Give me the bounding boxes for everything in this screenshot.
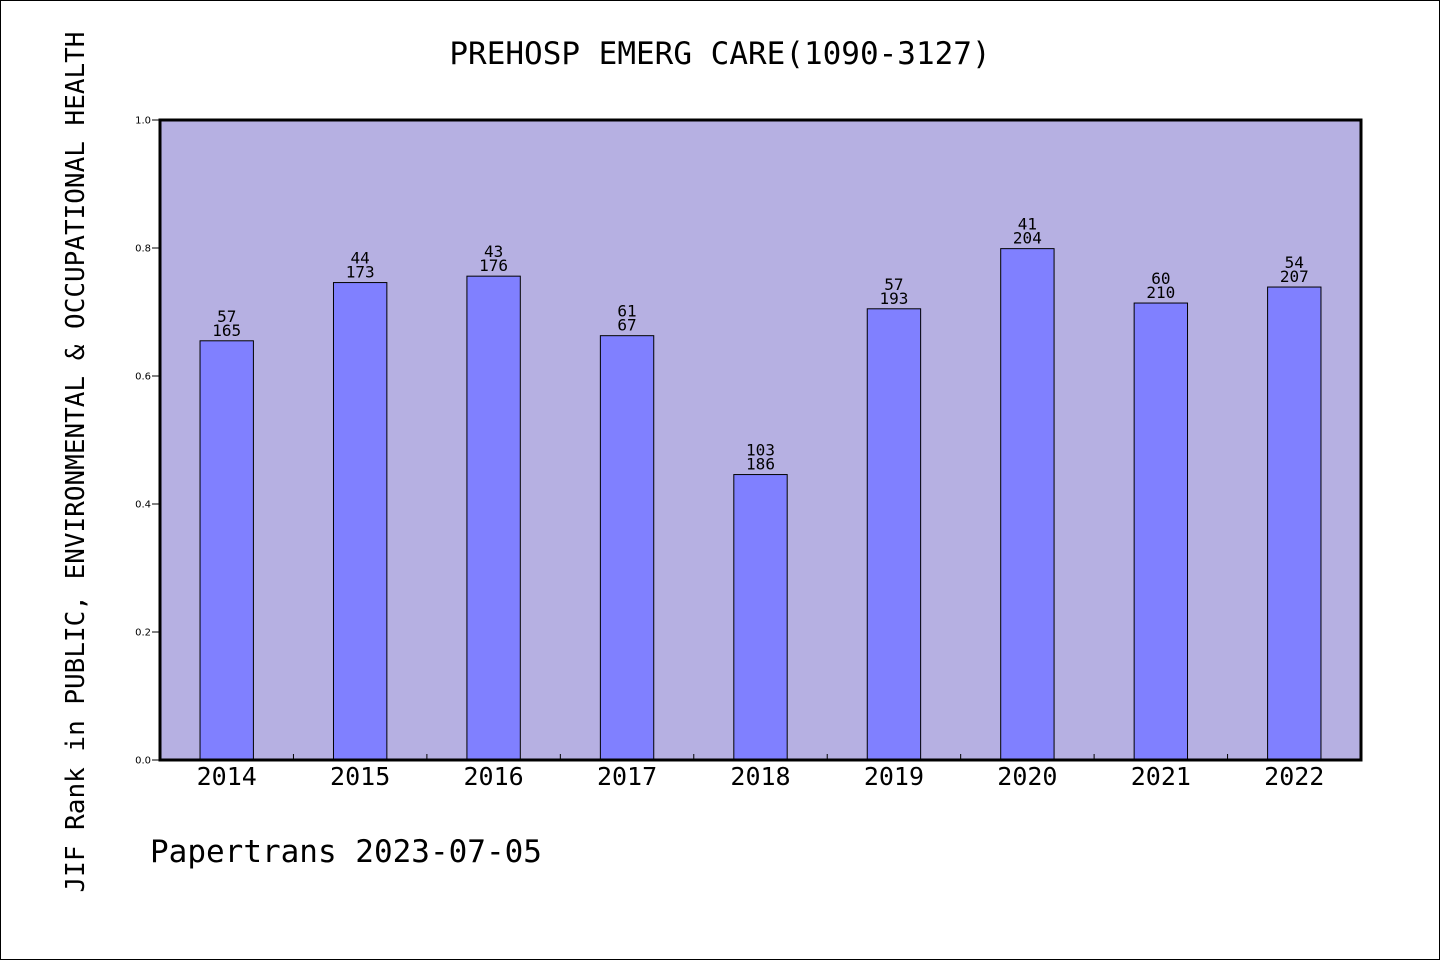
bar-2022 [1267,286,1322,761]
bar-rank-label: 57 [884,275,903,294]
bar-total-label: 210 [1146,283,1175,302]
y-tick-label: 0.8 [135,244,151,255]
x-tick-label: 2015 [330,762,390,791]
bar-rank-label: 60 [1151,269,1170,288]
bar-2014 [199,340,254,761]
footer-credit: Papertrans 2023-07-05 [150,834,542,870]
bar-rank-label: 54 [1285,253,1304,272]
bar-total-label: 173 [346,263,375,282]
bar-total-label: 176 [479,256,508,275]
x-tick-label: 2014 [197,762,257,791]
y-tick-label: 0.2 [135,628,151,639]
bar-2015 [332,282,388,761]
plot-border [158,118,1363,762]
bar-2018 [733,474,788,761]
bar-total-label: 204 [1013,229,1042,248]
bar-total-label: 207 [1280,267,1309,286]
bar-rank-label: 44 [351,249,370,268]
x-tick-label: 2017 [597,762,657,791]
y-tick-label: 0.0 [135,756,151,767]
bar-2020 [1000,248,1055,761]
bar-total-label: 165 [212,321,241,340]
bar-rank-label: 41 [1018,215,1037,234]
chart-title: PREHOSP EMERG CARE(1090-3127) [449,36,991,72]
bar-rank-label: 61 [617,302,636,321]
x-tick-label: 2021 [1131,762,1191,791]
bar-2021 [1133,302,1189,761]
x-tick-label: 2020 [997,762,1057,791]
x-tick-label: 2019 [864,762,924,791]
bar-2017 [599,335,655,761]
y-tick-label: 1.0 [135,116,151,127]
x-tick-label: 2022 [1264,762,1324,791]
x-tick-label: 2016 [464,762,524,791]
bar-2019 [866,308,922,761]
bar-total-label: 67 [617,316,636,335]
bar-rank-label: 43 [484,242,503,261]
y-tick-label: 0.4 [135,500,151,511]
x-tick-label: 2018 [730,762,790,791]
bar-rank-label: 103 [746,441,775,460]
bar-2016 [466,275,521,761]
bar-total-label: 186 [746,455,775,474]
y-tick-label: 0.6 [135,372,151,383]
bar-rank-label: 57 [217,307,236,326]
bar-total-label: 193 [879,289,908,308]
